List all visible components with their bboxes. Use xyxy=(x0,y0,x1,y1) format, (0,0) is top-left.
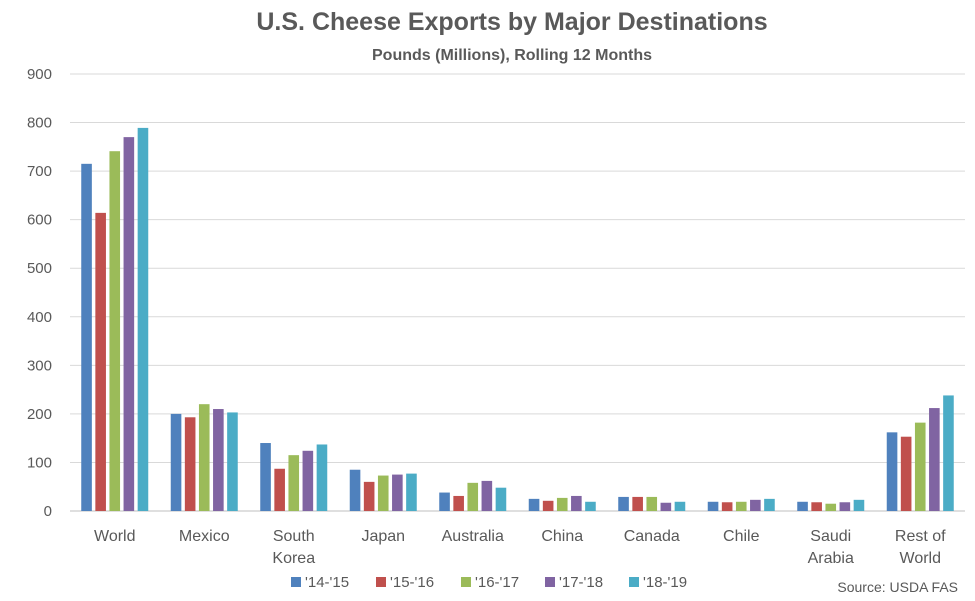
legend-label: '14-'15 xyxy=(305,574,349,591)
bar xyxy=(764,499,775,511)
bar xyxy=(227,412,238,511)
bar xyxy=(585,502,596,511)
bar xyxy=(854,500,865,511)
bar xyxy=(750,500,761,511)
y-axis: 0 100 200 300 400 500 600 700 800 900 xyxy=(27,66,52,520)
x-tick-label: Arabia xyxy=(808,550,854,567)
bar xyxy=(364,482,375,511)
bar xyxy=(543,501,554,511)
bar xyxy=(840,502,851,511)
x-axis: World Mexico South Korea Japan Australia China… xyxy=(94,528,946,567)
legend-swatch xyxy=(461,577,471,587)
bar-chart: U.S. Cheese Exports by Major Destination… xyxy=(0,0,975,601)
bar xyxy=(496,488,507,511)
bar xyxy=(185,417,196,511)
bar xyxy=(797,502,808,511)
legend-swatch xyxy=(291,577,301,587)
bar xyxy=(317,444,328,511)
x-tick-label: Japan xyxy=(361,528,405,545)
bar xyxy=(943,395,954,511)
x-tick-label: Mexico xyxy=(179,528,230,545)
bar xyxy=(736,502,747,511)
y-tick-label: 800 xyxy=(27,115,52,132)
bar xyxy=(646,497,657,511)
x-tick-label: South xyxy=(273,528,315,545)
bar xyxy=(288,455,299,511)
bar xyxy=(571,496,582,511)
x-tick-label: Rest of xyxy=(895,528,946,545)
y-tick-label: 100 xyxy=(27,454,52,471)
bar xyxy=(138,128,149,511)
y-tick-label: 400 xyxy=(27,309,52,326)
bar xyxy=(199,404,210,511)
bar xyxy=(453,496,464,511)
bar xyxy=(722,502,733,511)
x-tick-label: Chile xyxy=(723,528,760,545)
bar xyxy=(213,409,224,511)
bar xyxy=(675,502,686,511)
bar xyxy=(825,504,836,511)
bar xyxy=(392,475,403,511)
chart-title: U.S. Cheese Exports by Major Destination… xyxy=(256,8,767,36)
bars xyxy=(81,128,954,511)
bar xyxy=(482,481,493,511)
bar xyxy=(929,408,940,511)
bar xyxy=(618,497,629,511)
chart-subtitle: Pounds (Millions), Rolling 12 Months xyxy=(372,47,652,64)
bar xyxy=(350,470,361,511)
bar xyxy=(811,502,822,511)
x-tick-label: Saudi xyxy=(810,528,851,545)
bar xyxy=(171,414,182,511)
y-tick-label: 300 xyxy=(27,357,52,374)
y-tick-label: 900 xyxy=(27,66,52,83)
bar xyxy=(708,502,719,511)
legend-swatch xyxy=(629,577,639,587)
x-tick-label: Australia xyxy=(442,528,504,545)
bar xyxy=(901,437,912,511)
bar xyxy=(81,164,92,511)
x-tick-label: Canada xyxy=(624,528,680,545)
bar xyxy=(439,493,450,511)
bar xyxy=(124,137,135,511)
bar xyxy=(109,151,120,511)
legend-label: '17-'18 xyxy=(559,574,603,591)
bar xyxy=(915,423,926,511)
bar xyxy=(661,503,672,511)
bar xyxy=(260,443,271,511)
legend: '14-'15 '15-'16 '16-'17 '17-'18 '18-'19 xyxy=(291,574,687,591)
legend-label: '18-'19 xyxy=(643,574,687,591)
bar xyxy=(467,483,478,511)
bar xyxy=(406,474,417,511)
y-tick-label: 500 xyxy=(27,260,52,277)
x-tick-label: World xyxy=(900,550,942,567)
bar xyxy=(887,432,898,511)
legend-label: '15-'16 xyxy=(390,574,434,591)
bar xyxy=(303,451,314,511)
legend-swatch xyxy=(545,577,555,587)
bar xyxy=(95,213,106,511)
legend-swatch xyxy=(376,577,386,587)
bar xyxy=(274,469,285,511)
y-tick-label: 600 xyxy=(27,212,52,229)
bar xyxy=(529,499,540,511)
y-tick-label: 0 xyxy=(44,503,52,520)
bar xyxy=(378,476,389,511)
x-tick-label: China xyxy=(541,528,583,545)
source-note: Source: USDA FAS xyxy=(837,579,958,595)
bar xyxy=(632,497,643,511)
bar xyxy=(557,498,568,511)
legend-label: '16-'17 xyxy=(475,574,519,591)
x-tick-label: World xyxy=(94,528,136,545)
y-tick-label: 200 xyxy=(27,406,52,423)
y-tick-label: 700 xyxy=(27,163,52,180)
x-tick-label: Korea xyxy=(272,550,315,567)
